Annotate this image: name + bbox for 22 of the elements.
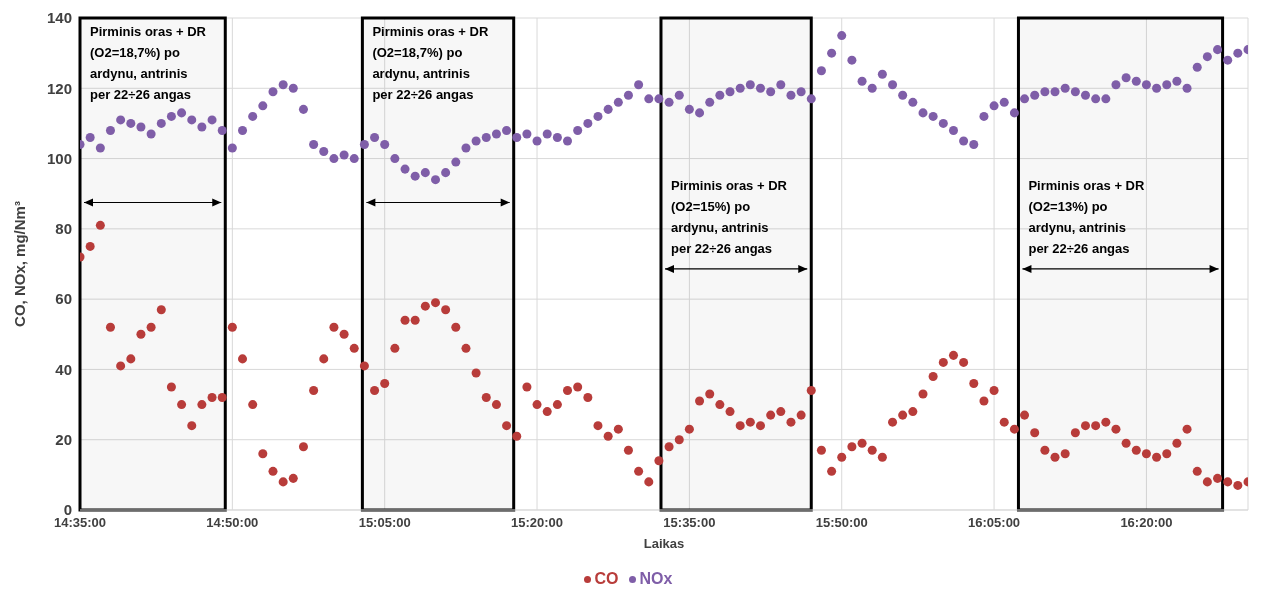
y-tick-label: 120 (46, 79, 72, 97)
x-axis-title: Laikas (643, 536, 685, 551)
x-tick-label: 14:50:00 (206, 515, 259, 531)
y-tick-label: 80 (55, 220, 72, 238)
y-tick-label: 100 (46, 149, 72, 167)
x-tick-label: 15:05:00 (358, 515, 411, 531)
legend-label: NOx (639, 570, 673, 587)
x-tick-label: 15:35:00 (663, 515, 716, 531)
y-tick-label: 20 (55, 431, 72, 449)
band-label: Pirminis oras + DR (O2=15%) po ardynu, antrinis per 22÷26 angas (670, 178, 788, 257)
x-tick-label: 15:20:00 (511, 515, 564, 531)
x-tick-label: 16:05:00 (968, 515, 1021, 531)
y-axis-title: CO, NOx, mg/Nm³ (11, 201, 29, 327)
legend-label: CO (594, 570, 619, 587)
band-label: Pirminis oras + DR (O2=18,7%) po ardynu, antrinis per 22÷26 angas (372, 24, 489, 102)
x-tick-label: 16:20:00 (1120, 515, 1173, 531)
band-label: Pirminis oras + DR (O2=18,7%) po ardynu, antrinis per 22÷26 angas (90, 24, 207, 102)
x-tick-label: 15:50:00 (815, 515, 868, 531)
y-tick-label: 140 (46, 9, 72, 27)
y-tick-label: 40 (55, 360, 72, 378)
band-label: Pirminis oras + DR (O2=13%) po ardynu, antrinis per 22÷26 angas (1028, 178, 1146, 257)
y-tick-label: 60 (55, 290, 72, 308)
